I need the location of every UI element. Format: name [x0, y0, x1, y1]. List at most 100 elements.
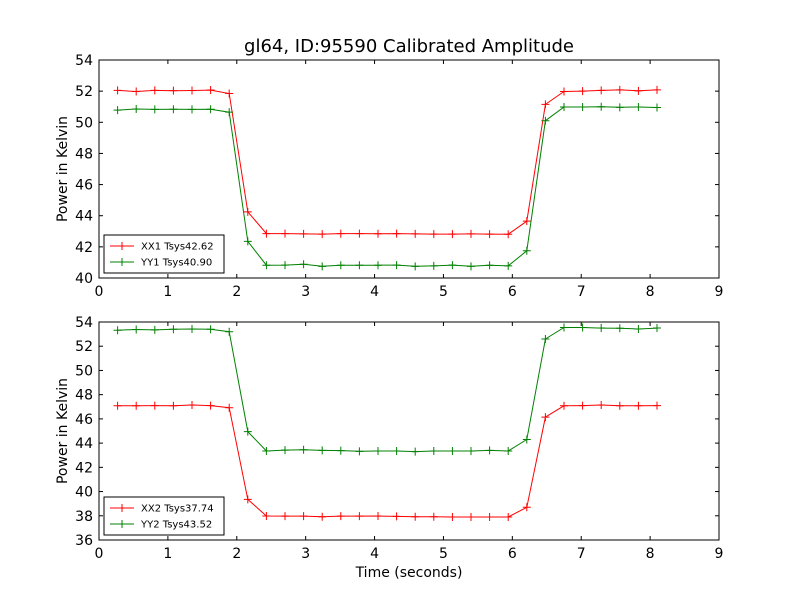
data-point-xx1-10 — [299, 229, 308, 238]
data-point-yy2-14 — [374, 446, 382, 455]
data-point-xx1-8 — [262, 229, 271, 238]
data-point-yy2-5 — [206, 325, 215, 334]
data-point-xx2-5 — [206, 401, 215, 410]
top-x-tick-label: 5 — [439, 284, 448, 300]
data-point-xx2-20 — [485, 512, 494, 521]
data-point-yy1-14 — [374, 261, 382, 270]
bottom-y-tick-label: 38 — [75, 509, 93, 525]
data-point-xx1-12 — [336, 229, 345, 238]
data-point-xx1-14 — [374, 229, 382, 238]
data-point-yy2-26 — [597, 324, 606, 333]
data-point-yy2-13 — [355, 447, 364, 456]
data-point-xx2-19 — [467, 512, 475, 521]
data-point-yy1-0 — [113, 106, 122, 115]
data-point-xx2-0 — [113, 401, 122, 410]
data-point-xx1-5 — [206, 86, 215, 95]
bottom-plot: 0 1 2 3 4 5 6 7 8 9 36 38 40 42 44 46 48 50 52 54 Power in … — [55, 315, 723, 581]
data-point-xx2-26 — [597, 400, 606, 409]
data-point-yy2-4 — [188, 325, 196, 334]
data-point-xx1-11 — [318, 230, 327, 239]
data-point-yy1-22 — [522, 246, 531, 255]
data-point-yy2-19 — [467, 446, 475, 455]
bottom-y-tick-label: 52 — [75, 339, 93, 355]
bottom-legend-marker-xx2 — [118, 504, 126, 512]
bottom-y-tick-label: 50 — [75, 363, 93, 379]
top-legend-entry-yy1: YY1 Tsys40.90 — [110, 258, 212, 269]
data-point-yy1-13 — [355, 261, 364, 270]
data-point-yy1-15 — [392, 261, 401, 270]
data-point-yy1-1 — [132, 105, 141, 114]
bottom-plot-frame — [98, 321, 720, 541]
data-point-xx2-6 — [225, 403, 234, 412]
data-point-yy1-7 — [243, 237, 252, 246]
top-x-tick-label: 6 — [508, 284, 517, 300]
bottom-legend-entry-yy2: YY2 Tsys43.52 — [110, 520, 212, 531]
data-point-yy1-10 — [299, 260, 308, 269]
data-point-yy1-3 — [169, 105, 178, 114]
data-point-yy2-17 — [429, 446, 438, 455]
data-point-xx2-18 — [448, 512, 457, 521]
top-y-tick-label: 42 — [75, 240, 93, 256]
data-point-yy1-9 — [281, 261, 289, 270]
bottom-x-tick-label: 9 — [715, 546, 724, 562]
top-y-tick-label: 52 — [75, 84, 93, 100]
data-point-xx2-8 — [262, 512, 271, 521]
data-point-yy1-25 — [578, 103, 587, 112]
bottom-x-tick-label: 4 — [370, 546, 379, 562]
bottom-y-axis-label: Power in Kelvin — [55, 378, 71, 484]
data-point-xx2-15 — [392, 512, 401, 521]
bottom-x-tick-label: 3 — [301, 546, 310, 562]
data-point-xx1-19 — [467, 229, 475, 238]
data-point-xx2-7 — [243, 495, 252, 504]
bottom-y-tick-label: 40 — [75, 485, 93, 501]
data-point-yy2-29 — [653, 324, 661, 333]
top-y-tick-label: 46 — [75, 178, 93, 194]
data-point-yy1-26 — [597, 102, 606, 111]
data-point-xx2-13 — [355, 512, 364, 521]
top-x-tick-label: 4 — [370, 284, 379, 300]
top-y-tick-label: 44 — [75, 209, 93, 225]
bottom-legend-marker-yy2 — [118, 520, 126, 528]
data-point-xx2-9 — [281, 512, 289, 521]
data-point-xx1-24 — [560, 87, 568, 96]
data-point-yy1-17 — [429, 261, 438, 270]
x-axis-label: Time (seconds) — [355, 565, 463, 581]
data-point-yy2-2 — [150, 325, 159, 334]
top-x-tick-label: 2 — [232, 284, 241, 300]
top-legend-label-xx1: XX1 Tsys42.62 — [141, 242, 214, 253]
bottom-legend-label-xx2: XX2 Tsys37.74 — [141, 504, 214, 515]
data-point-yy2-16 — [411, 447, 420, 456]
top-y-tick-label: 54 — [75, 53, 93, 69]
bottom-y-tick-label: 42 — [75, 460, 93, 476]
top-x-tick-label: 7 — [577, 284, 586, 300]
data-point-xx2-28 — [634, 401, 643, 410]
data-point-yy2-15 — [392, 446, 401, 455]
data-point-yy1-5 — [206, 105, 215, 114]
data-point-yy2-6 — [225, 327, 234, 336]
data-point-yy1-24 — [560, 103, 568, 112]
top-y-tick-label: 50 — [75, 115, 93, 131]
chart-title: gl64, ID:95590 Calibrated Amplitude — [244, 36, 574, 57]
data-point-xx2-11 — [318, 512, 327, 521]
data-point-xx2-16 — [411, 512, 420, 521]
data-point-yy1-11 — [318, 262, 327, 271]
data-point-xx2-12 — [336, 512, 345, 521]
data-point-yy2-21 — [504, 446, 513, 455]
data-point-xx1-4 — [188, 86, 196, 95]
data-point-yy2-9 — [281, 446, 289, 455]
data-point-yy2-1 — [132, 325, 141, 334]
bottom-plot-ticks: 0 1 2 3 4 5 6 7 8 9 36 38 40 42 44 46 48 50 52 54 — [75, 315, 723, 562]
top-x-tick-label: 0 — [95, 284, 104, 300]
data-point-yy1-29 — [653, 103, 661, 112]
data-point-xx1-20 — [485, 230, 494, 239]
bottom-x-tick-label: 0 — [95, 546, 104, 562]
data-point-yy2-24 — [560, 323, 568, 332]
data-point-yy2-27 — [615, 324, 624, 333]
bottom-legend-entry-xx2: XX2 Tsys37.74 — [110, 504, 214, 515]
bottom-x-tick-label: 7 — [577, 546, 586, 562]
data-point-xx1-29 — [653, 85, 661, 94]
data-point-xx1-17 — [429, 230, 438, 239]
data-point-yy1-20 — [485, 261, 494, 270]
data-point-yy1-8 — [262, 261, 271, 270]
top-x-tick-label: 3 — [301, 284, 310, 300]
